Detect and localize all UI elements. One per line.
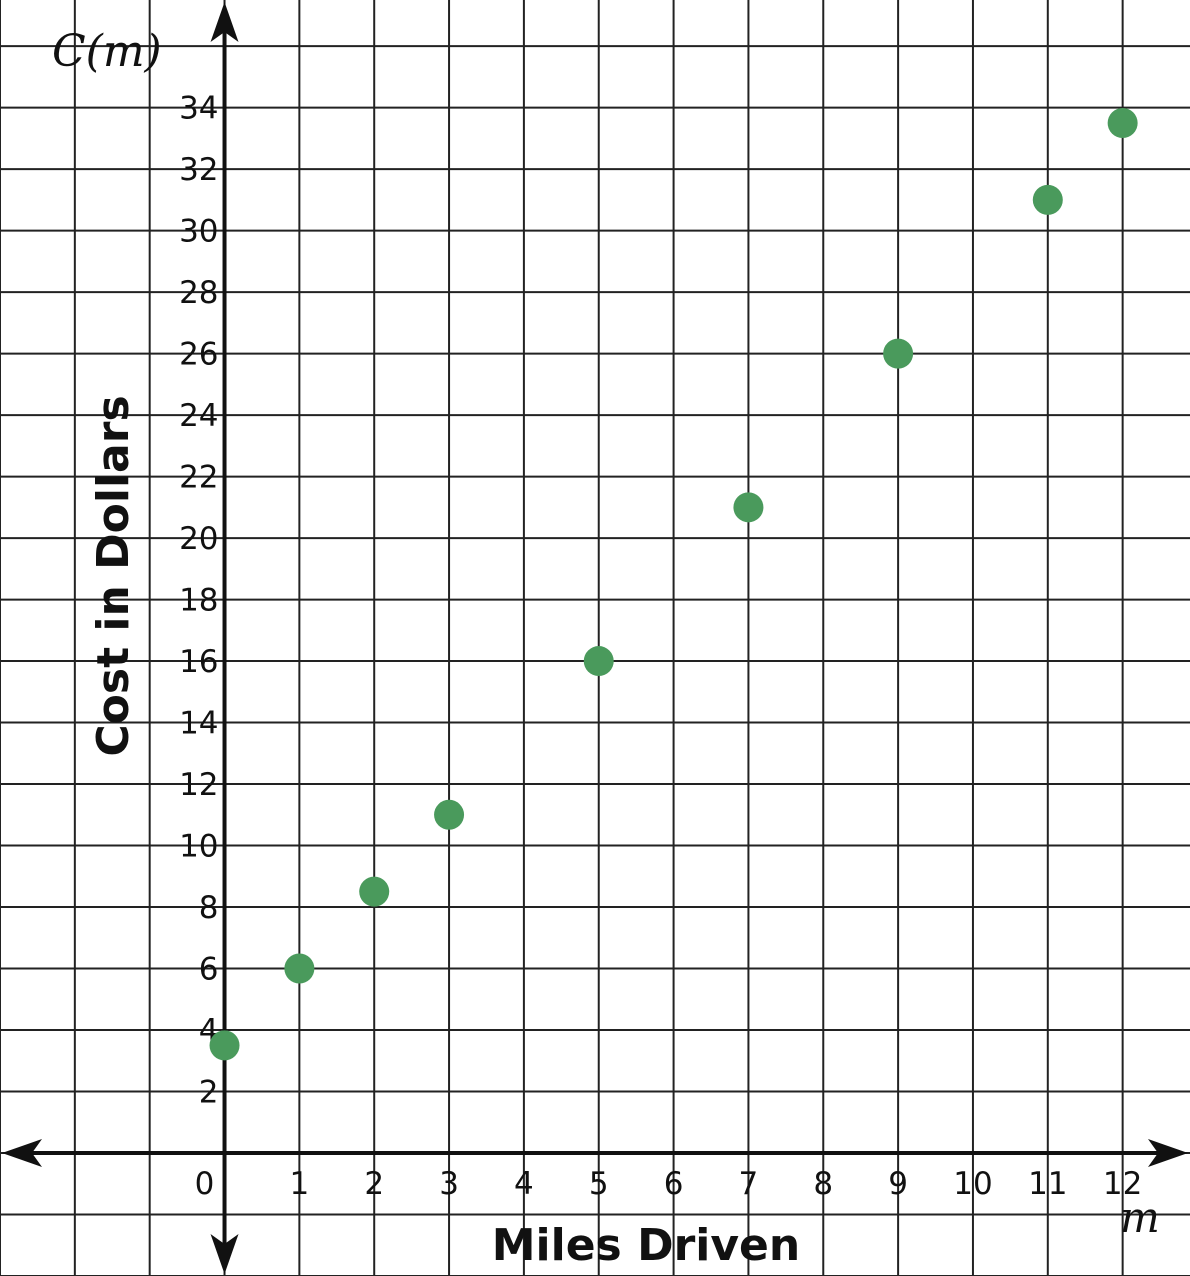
y-tick-label: 6 xyxy=(199,952,219,988)
x-tick-label: 8 xyxy=(813,1166,833,1202)
data-point xyxy=(1107,107,1138,138)
x-axis-arrow-right xyxy=(1148,1139,1188,1168)
data-point xyxy=(434,799,465,830)
y-tick-label: 34 xyxy=(179,91,218,127)
data-point xyxy=(359,876,390,907)
data-point xyxy=(883,338,914,369)
y-tick-label: 2 xyxy=(199,1075,219,1111)
x-tick-label: 9 xyxy=(888,1166,908,1202)
y-tick-label: 26 xyxy=(179,337,218,373)
x-tick-label: 6 xyxy=(664,1166,684,1202)
x-axis-title: Miles Driven xyxy=(492,1220,800,1271)
x-tick-label: 1 xyxy=(290,1166,310,1202)
y-tick-label: 16 xyxy=(179,644,218,680)
data-point xyxy=(583,646,614,677)
data-point xyxy=(733,492,764,523)
x-tick-label: 2 xyxy=(364,1166,384,1202)
y-tick-label: 8 xyxy=(199,890,219,926)
x-tick-label: 11 xyxy=(1028,1166,1067,1202)
y-tick-label: 22 xyxy=(179,460,218,496)
x-tick-label: 3 xyxy=(439,1166,459,1202)
x-tick-label: 10 xyxy=(953,1166,992,1202)
x-tick-label: 0 xyxy=(195,1166,215,1202)
y-tick-label: 24 xyxy=(179,398,218,434)
y-tick-label: 18 xyxy=(179,583,218,619)
y-tick-label: 30 xyxy=(179,214,218,250)
y-tick-label: 20 xyxy=(179,521,218,557)
y-axis-arrow-down xyxy=(210,1234,239,1274)
x-tick-label: 4 xyxy=(514,1166,534,1202)
tick-labels: 0 1 2 3 4 5 6 7 8 9 10 11 12246810121416182022242628… xyxy=(179,91,1142,1202)
y-tick-label: 12 xyxy=(179,767,218,803)
x-tick-label: 5 xyxy=(589,1166,609,1202)
y-tick-label: 10 xyxy=(179,829,218,865)
x-tick-label: 12 xyxy=(1103,1166,1142,1202)
y-tick-label: 32 xyxy=(179,152,218,188)
data-points xyxy=(209,107,1138,1061)
function-label: C(m) xyxy=(52,26,162,77)
y-tick-label: 14 xyxy=(179,706,218,742)
data-point xyxy=(284,953,315,984)
data-point xyxy=(209,1030,240,1061)
x-axis-arrow-left xyxy=(2,1139,42,1168)
y-axis-arrow-up xyxy=(210,2,239,42)
y-axis-title: Cost in Dollars xyxy=(88,395,139,756)
y-tick-label: 28 xyxy=(179,275,218,311)
variable-label: m xyxy=(1120,1193,1160,1242)
data-point xyxy=(1032,184,1063,215)
x-tick-label: 7 xyxy=(739,1166,759,1202)
